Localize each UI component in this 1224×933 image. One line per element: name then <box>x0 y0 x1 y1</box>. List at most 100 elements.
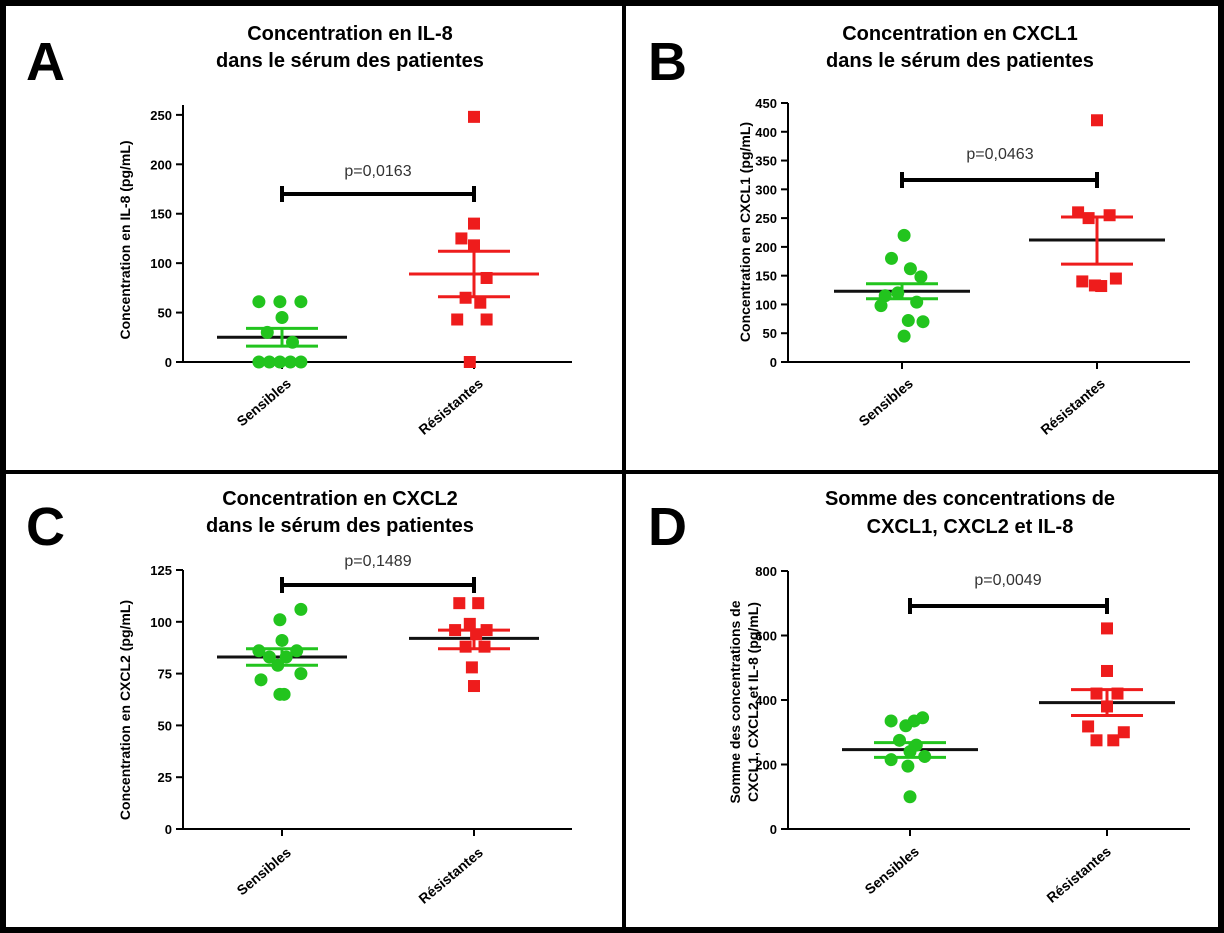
data-point <box>468 110 480 123</box>
chart-title: Concentration en IL-8 <box>247 23 453 45</box>
data-point <box>275 633 289 647</box>
y-tick-label: 200 <box>755 240 777 255</box>
data-point <box>1082 212 1095 225</box>
y-tick-label: 450 <box>755 96 777 111</box>
data-point <box>271 658 285 672</box>
data-point <box>470 628 483 641</box>
p-value-label: p=0,0463 <box>966 146 1033 163</box>
chart-title: dans le sérum des patientes <box>206 515 474 537</box>
y-tick-label: 200 <box>150 157 172 172</box>
panel-d: D Somme des concentrations de CXCL1, CXC… <box>648 488 1190 906</box>
data-point <box>885 251 898 265</box>
y-tick-label: 0 <box>165 822 172 837</box>
y-tick-label: 150 <box>755 269 777 284</box>
y-tick-label: 0 <box>165 355 172 370</box>
data-point <box>480 313 493 326</box>
y-tick-label: 0 <box>770 822 777 837</box>
panel-letter: B <box>648 32 687 92</box>
data-point <box>279 650 293 664</box>
y-tick-label: 400 <box>755 693 777 708</box>
data-point <box>878 289 892 303</box>
y-tick-label: 100 <box>755 297 777 312</box>
data-point <box>449 624 462 637</box>
data-point <box>273 687 287 701</box>
data-point <box>294 295 308 309</box>
data-point <box>903 745 917 759</box>
y-tick-label: 0 <box>770 355 777 370</box>
data-point <box>252 355 266 369</box>
data-point <box>262 355 276 369</box>
data-point <box>910 295 924 309</box>
data-point <box>463 617 476 630</box>
data-point <box>918 749 932 763</box>
chart-title: CXCL1, CXCL2 et IL-8 <box>867 516 1074 538</box>
data-point <box>459 291 472 304</box>
data-point <box>1117 726 1130 739</box>
data-point <box>252 295 266 309</box>
data-point <box>455 232 468 245</box>
data-point <box>465 661 478 674</box>
category-label: Sensibles <box>234 375 295 429</box>
data-point <box>893 733 906 747</box>
data-point <box>1103 209 1116 222</box>
data-point <box>1101 622 1113 635</box>
category-label: Sensibles <box>862 843 923 897</box>
data-point <box>273 355 287 369</box>
data-point <box>294 667 308 681</box>
data-point <box>1107 734 1120 747</box>
y-axis-label: Concentration en IL-8 (pg/mL) <box>117 140 133 339</box>
y-tick-label: 25 <box>158 770 172 785</box>
y-tick-label: 50 <box>763 326 777 341</box>
data-point <box>916 711 930 725</box>
chart-title: dans le sérum des patientes <box>826 50 1094 72</box>
chart-title: dans le sérum des patientes <box>216 50 484 72</box>
data-point <box>914 270 928 284</box>
data-point <box>254 673 268 687</box>
data-point <box>1091 114 1103 127</box>
data-point <box>903 262 917 276</box>
data-point <box>459 640 472 653</box>
data-point <box>1082 720 1095 733</box>
data-point <box>897 228 911 242</box>
data-point <box>468 217 480 230</box>
y-axis-label: Somme des concentrations de <box>727 600 743 803</box>
data-point <box>1111 687 1124 700</box>
data-point <box>1072 206 1085 219</box>
y-tick-label: 250 <box>150 108 172 123</box>
data-point <box>286 335 299 349</box>
data-point <box>451 313 464 326</box>
y-tick-label: 400 <box>755 125 777 140</box>
y-tick-label: 600 <box>755 629 777 644</box>
data-point <box>1076 275 1089 288</box>
y-tick-label: 300 <box>755 182 777 197</box>
data-point <box>897 329 911 343</box>
y-tick-label: 350 <box>755 154 777 169</box>
data-point <box>252 644 266 658</box>
data-point <box>901 314 915 328</box>
y-axis-label: Concentration en CXCL2 (pg/mL) <box>117 600 133 820</box>
data-point <box>903 790 917 804</box>
data-point <box>474 296 487 309</box>
data-point <box>899 719 913 733</box>
panel-b: B Concentration en CXCL1 dans le sérum d… <box>648 23 1190 438</box>
y-tick-label: 125 <box>150 563 172 578</box>
data-point <box>480 271 493 284</box>
panel-a: A Concentration en IL-8 dans le sérum de… <box>26 23 572 438</box>
category-label: Sensibles <box>234 844 295 898</box>
y-tick-label: 800 <box>755 564 777 579</box>
data-point <box>463 356 476 368</box>
y-tick-label: 50 <box>158 306 172 321</box>
data-point <box>1101 664 1113 677</box>
data-point <box>275 311 289 325</box>
category-label: Sensibles <box>856 375 917 429</box>
data-point <box>478 640 491 653</box>
data-point <box>874 299 888 313</box>
category-label: Résistantes <box>415 844 486 907</box>
p-value-label: p=0,1489 <box>344 553 411 570</box>
category-label: Résistantes <box>1043 843 1114 906</box>
data-point <box>262 650 276 664</box>
y-axis-label: CXCL1, CXCL2 et IL-8 (pg/mL) <box>745 602 761 802</box>
y-axis-label: Concentration en CXCL1 (pg/mL) <box>737 122 753 342</box>
